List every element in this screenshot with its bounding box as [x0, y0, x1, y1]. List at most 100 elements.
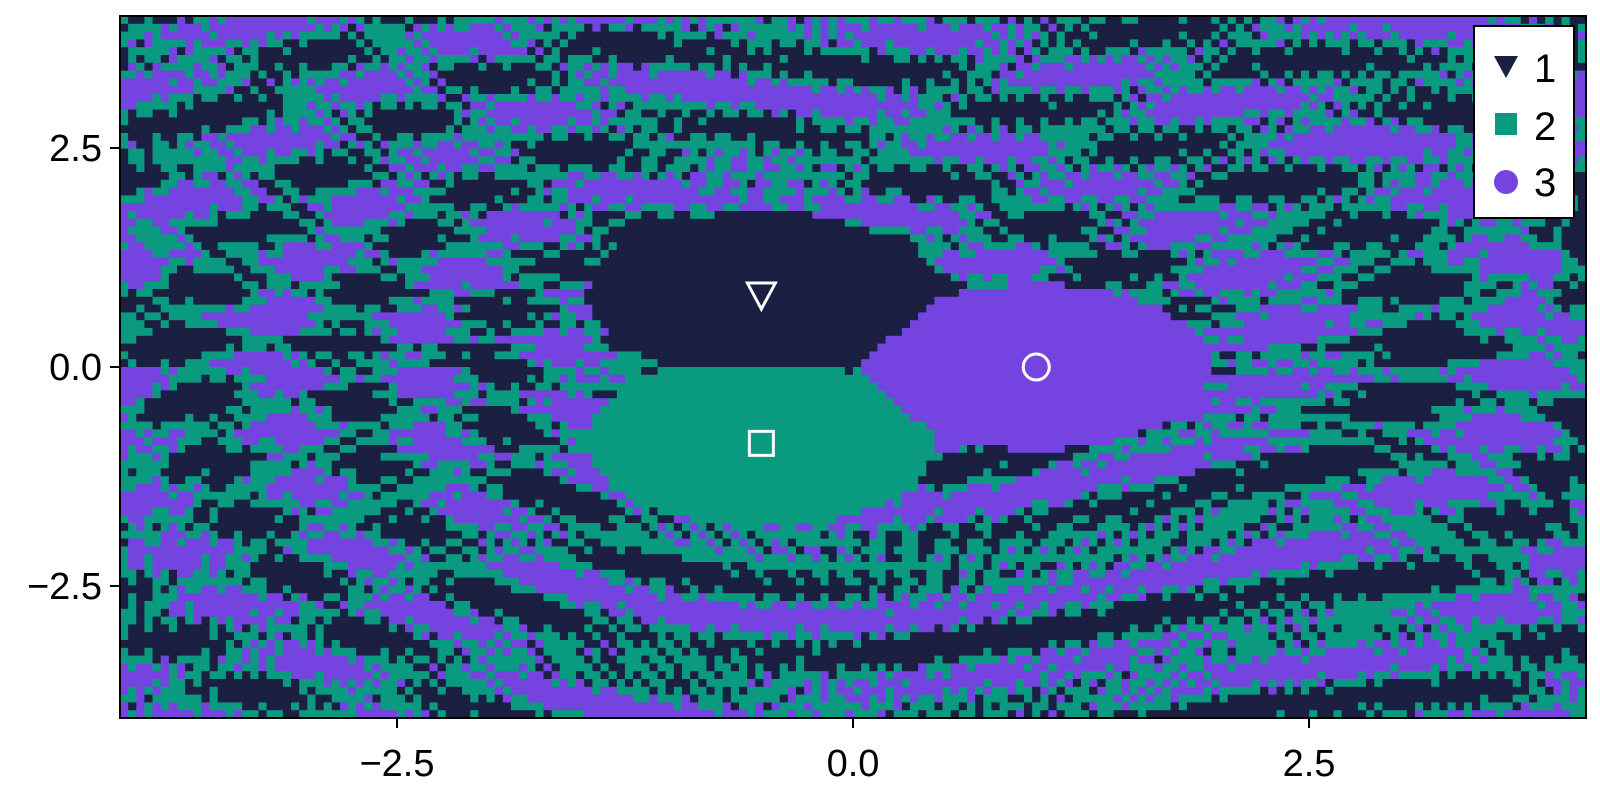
- heatmap-cell: [1447, 133, 1457, 142]
- heatmap-cell: [763, 172, 773, 181]
- heatmap-cell: [1252, 218, 1261, 228]
- heatmap-cell: [844, 117, 854, 126]
- heatmap-cell: [958, 47, 968, 56]
- heatmap-cell: [1113, 31, 1123, 40]
- heatmap-cell: [958, 86, 968, 95]
- heatmap-cell: [869, 55, 879, 64]
- heatmap-cell: [747, 172, 756, 181]
- heatmap-cell: [1382, 148, 1392, 157]
- heatmap-cell: [1105, 47, 1115, 56]
- heatmap-cell: [861, 23, 870, 33]
- heatmap-cell: [1064, 187, 1074, 196]
- heatmap-cell: [1447, 156, 1457, 165]
- heatmap-cell: [421, 101, 431, 111]
- heatmap-cell: [209, 62, 219, 72]
- heatmap-cell: [307, 125, 317, 134]
- heatmap-cell: [747, 140, 756, 150]
- heatmap-cell: [747, 195, 756, 204]
- heatmap-cell: [486, 172, 496, 181]
- heatmap-cell: [266, 62, 276, 72]
- heatmap-cell: [535, 47, 545, 56]
- heatmap-cell: [1219, 140, 1229, 150]
- heatmap-cell: [999, 187, 1009, 196]
- heatmap-cell: [307, 218, 317, 228]
- heatmap-cell: [1325, 140, 1335, 150]
- heatmap-cell: [1154, 164, 1164, 173]
- heatmap-cell: [429, 109, 439, 118]
- heatmap-cell: [722, 109, 732, 118]
- heatmap-cell: [1211, 203, 1221, 212]
- heatmap-cell: [258, 140, 268, 150]
- heatmap-cell: [901, 31, 911, 40]
- heatmap-cell: [1414, 117, 1424, 126]
- heatmap-cell: [1097, 78, 1107, 87]
- heatmap-cell: [567, 101, 577, 111]
- heatmap-cell: [1447, 86, 1457, 95]
- heatmap-cell: [494, 62, 504, 72]
- heatmap-cell: [1048, 226, 1058, 235]
- heatmap-cell: [592, 109, 602, 118]
- heatmap-cell: [649, 16, 659, 25]
- heatmap-cell: [209, 226, 219, 235]
- heatmap-cell: [1097, 94, 1107, 103]
- heatmap-cell: [1113, 195, 1123, 204]
- heatmap-cell: [1170, 16, 1180, 25]
- heatmap-cell: [470, 133, 479, 142]
- heatmap-cell: [641, 195, 650, 204]
- heatmap-cell: [1561, 16, 1571, 25]
- heatmap-cell: [1439, 156, 1449, 165]
- heatmap-cell: [380, 39, 390, 48]
- heatmap-cell: [1243, 179, 1253, 189]
- heatmap-cell: [991, 203, 1001, 212]
- heatmap-cell: [1056, 218, 1066, 228]
- heatmap-cell: [405, 31, 414, 40]
- heatmap-cell: [307, 78, 317, 87]
- heatmap-cell: [910, 23, 919, 33]
- heatmap-cell: [1056, 39, 1066, 48]
- heatmap-cell: [339, 187, 349, 196]
- heatmap-cell: [160, 78, 170, 87]
- heatmap-cell: [380, 117, 390, 126]
- heatmap-cell: [535, 179, 545, 189]
- heatmap-cell: [681, 109, 691, 118]
- heatmap-cell: [1195, 195, 1204, 204]
- heatmap-cell: [437, 117, 447, 126]
- heatmap-cell: [429, 62, 439, 72]
- heatmap-cell: [836, 16, 846, 25]
- heatmap-cell: [234, 78, 243, 87]
- heatmap-cell: [551, 125, 561, 134]
- heatmap-cell: [462, 218, 471, 228]
- heatmap-cell: [1211, 179, 1221, 189]
- heatmap-cell: [405, 47, 414, 56]
- heatmap-cell: [942, 125, 952, 134]
- heatmap-cell: [437, 55, 447, 64]
- heatmap-cell: [1366, 195, 1375, 204]
- heatmap-cell: [1007, 195, 1017, 204]
- heatmap-cell: [1333, 203, 1343, 212]
- heatmap-cell: [1170, 179, 1180, 189]
- heatmap-cell: [1260, 101, 1269, 111]
- heatmap-cell: [1081, 23, 1090, 33]
- heatmap-cell: [1243, 101, 1253, 111]
- heatmap-cell: [453, 70, 463, 79]
- heatmap-cell: [991, 70, 1001, 79]
- heatmap-cell: [1024, 133, 1033, 142]
- heatmap-cell: [1138, 70, 1147, 79]
- heatmap-cell: [250, 218, 260, 228]
- heatmap-cell: [323, 203, 333, 212]
- heatmap-cell: [1341, 86, 1351, 95]
- heatmap-cell: [1015, 47, 1025, 56]
- heatmap-cell: [486, 47, 496, 56]
- heatmap-cell: [543, 179, 553, 189]
- heatmap-cell: [714, 117, 724, 126]
- heatmap-cell: [1129, 101, 1139, 111]
- heatmap-cell: [885, 211, 895, 220]
- heatmap-cell: [1349, 31, 1359, 40]
- heatmap-cell: [918, 218, 927, 228]
- heatmap-cell: [779, 195, 789, 204]
- heatmap-cell: [1097, 70, 1107, 79]
- heatmap-cell: [926, 55, 936, 64]
- heatmap-cell: [649, 86, 659, 95]
- heatmap-cell: [1276, 117, 1286, 126]
- heatmap-cell: [323, 218, 333, 228]
